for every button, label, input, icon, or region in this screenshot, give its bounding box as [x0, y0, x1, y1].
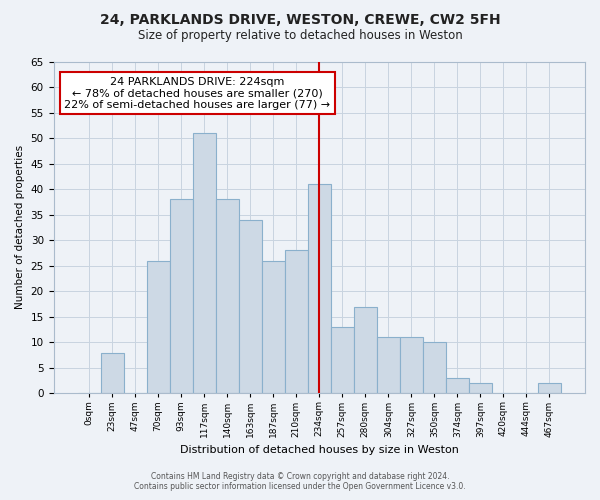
- Bar: [331, 327, 354, 394]
- Bar: [446, 378, 469, 394]
- Text: 24, PARKLANDS DRIVE, WESTON, CREWE, CW2 5FH: 24, PARKLANDS DRIVE, WESTON, CREWE, CW2 …: [100, 12, 500, 26]
- X-axis label: Distribution of detached houses by size in Weston: Distribution of detached houses by size …: [180, 445, 459, 455]
- Bar: [216, 200, 239, 394]
- Bar: [469, 383, 492, 394]
- Bar: [193, 133, 216, 394]
- Bar: [239, 220, 262, 394]
- Bar: [147, 260, 170, 394]
- Bar: [377, 337, 400, 394]
- Text: 24 PARKLANDS DRIVE: 224sqm
← 78% of detached houses are smaller (270)
22% of sem: 24 PARKLANDS DRIVE: 224sqm ← 78% of deta…: [64, 77, 331, 110]
- Bar: [538, 383, 561, 394]
- Bar: [423, 342, 446, 394]
- Bar: [262, 260, 285, 394]
- Bar: [101, 352, 124, 394]
- Text: Size of property relative to detached houses in Weston: Size of property relative to detached ho…: [137, 29, 463, 42]
- Bar: [308, 184, 331, 394]
- Y-axis label: Number of detached properties: Number of detached properties: [15, 146, 25, 310]
- Bar: [400, 337, 423, 394]
- Bar: [354, 306, 377, 394]
- Bar: [285, 250, 308, 394]
- Text: Contains HM Land Registry data © Crown copyright and database right 2024.
Contai: Contains HM Land Registry data © Crown c…: [134, 472, 466, 491]
- Bar: [170, 200, 193, 394]
